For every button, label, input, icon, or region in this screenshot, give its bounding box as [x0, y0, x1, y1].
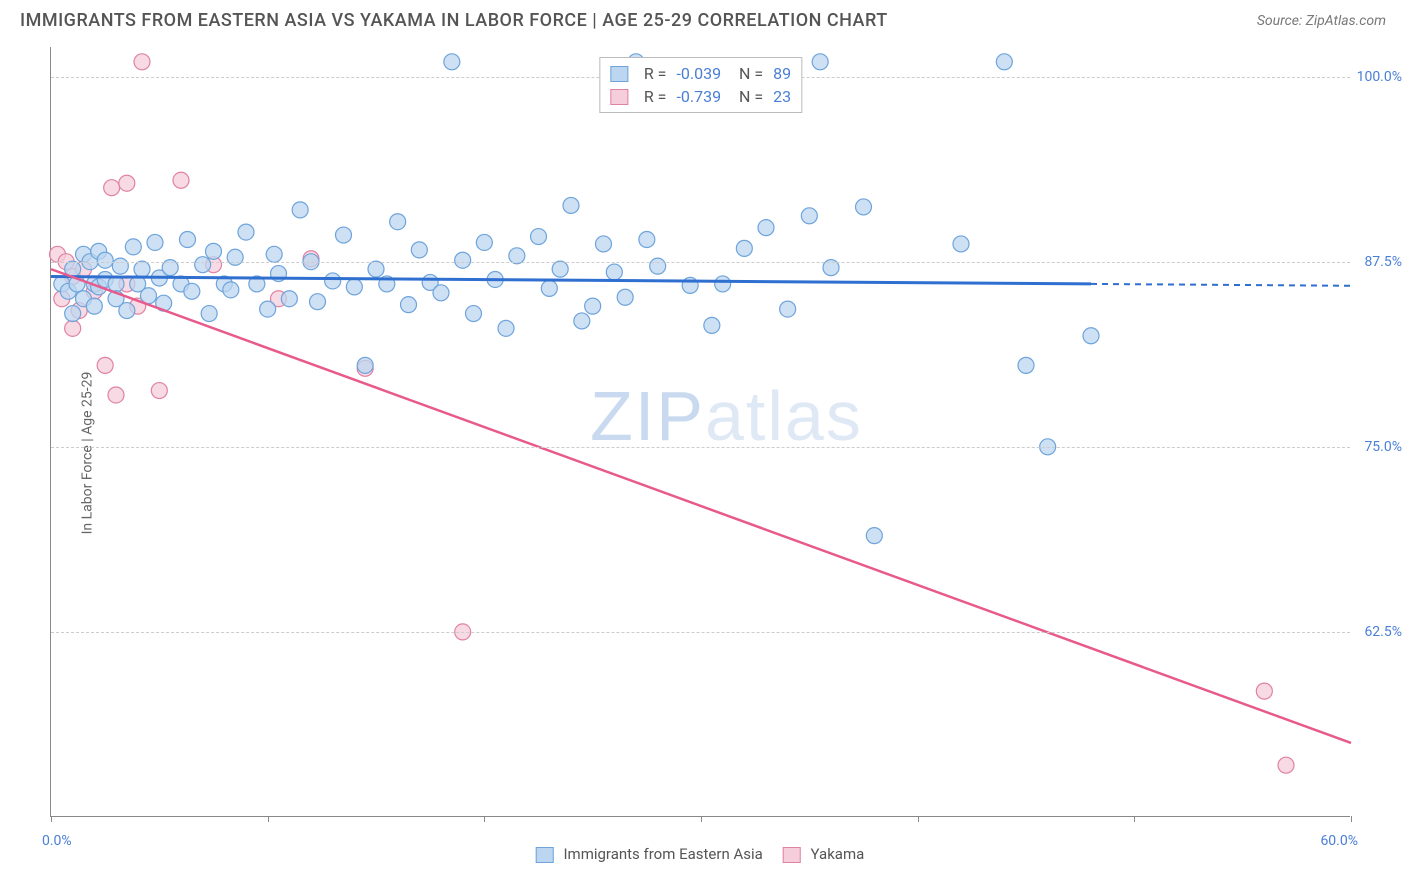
- legend-item-2: Yakama: [783, 845, 864, 863]
- y-tick-label: 62.5%: [1364, 624, 1402, 640]
- legend-swatch-2: [783, 847, 801, 863]
- plot-area: ZIPatlas R = -0.039 N = 89 R = -0.739 N …: [50, 47, 1350, 817]
- bottom-legend: Immigrants from Eastern Asia Yakama: [536, 845, 865, 863]
- swatch-series2: [610, 89, 628, 105]
- stat-row-series2: R = -0.739 N = 23: [610, 85, 791, 108]
- n-value-1: 89: [773, 64, 791, 83]
- legend-item-1: Immigrants from Eastern Asia: [536, 845, 763, 863]
- x-max-label: 60.0%: [1320, 833, 1358, 849]
- scatter-svg: [51, 47, 1350, 816]
- stat-row-series1: R = -0.039 N = 89: [610, 62, 791, 85]
- x-axis: 0.0% 60.0% Immigrants from Eastern Asia …: [50, 827, 1350, 867]
- y-tick-label: 75.0%: [1364, 439, 1402, 455]
- r-value-1: -0.039: [676, 64, 721, 83]
- stats-legend: R = -0.039 N = 89 R = -0.739 N = 23: [599, 57, 802, 113]
- legend-label-2: Yakama: [811, 845, 865, 863]
- x-min-label: 0.0%: [42, 833, 72, 849]
- swatch-series1: [610, 66, 628, 82]
- legend-swatch-1: [536, 847, 554, 863]
- legend-label-1: Immigrants from Eastern Asia: [563, 845, 762, 863]
- n-value-2: 23: [773, 87, 791, 106]
- r-value-2: -0.739: [676, 87, 721, 106]
- source-label: Source: ZipAtlas.com: [1257, 13, 1386, 29]
- chart-container: In Labor Force | Age 25-29 ZIPatlas R = …: [0, 37, 1406, 869]
- chart-title: IMMIGRANTS FROM EASTERN ASIA VS YAKAMA I…: [20, 10, 888, 31]
- y-tick-label: 100.0%: [1357, 69, 1402, 85]
- y-tick-label: 87.5%: [1364, 254, 1402, 270]
